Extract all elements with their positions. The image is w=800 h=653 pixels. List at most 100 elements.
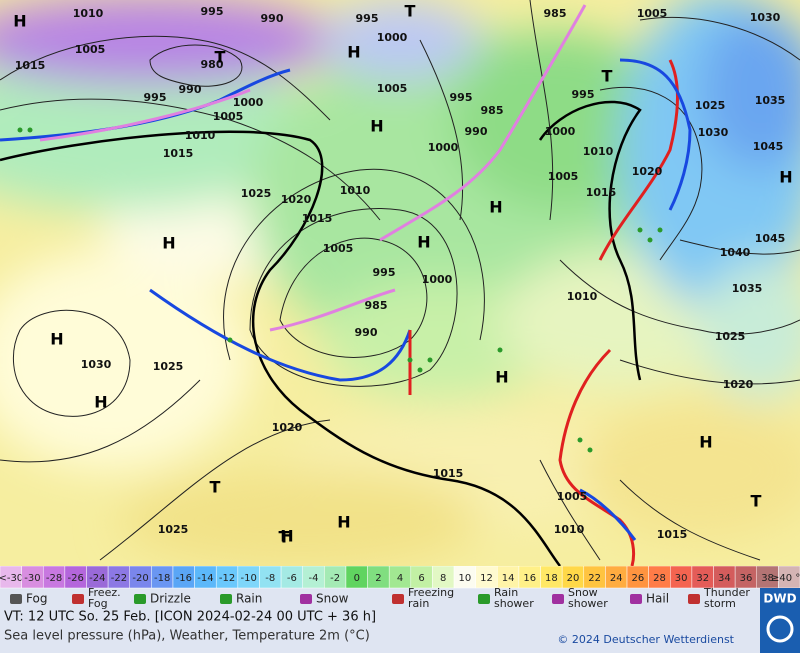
copyright: © 2024 Deutscher Wetterdienst [557, 633, 734, 646]
isobar-label: 1010 [583, 145, 614, 158]
isobar-label: 1020 [272, 421, 303, 434]
pressure-center: T [279, 528, 290, 547]
isobar-label: 1015 [586, 186, 617, 199]
temperature-label: 24 [610, 573, 623, 584]
isobar-label: 1015 [15, 59, 46, 72]
temperature-label: 8 [440, 573, 446, 584]
isobar-label: 1025 [241, 187, 272, 200]
temperature-label: 18 [545, 573, 558, 584]
temperature-label: 14 [502, 573, 515, 584]
temperature-label: -18 [154, 573, 170, 584]
isobar-label: 1040 [720, 246, 751, 259]
pressure-center: H [779, 168, 792, 187]
pressure-center: T [405, 2, 416, 21]
weather-label: shower [494, 597, 534, 610]
temperature-label: -26 [68, 573, 84, 584]
weather-icon [630, 594, 642, 604]
rain-symbols [17, 127, 663, 453]
pressure-center: H [280, 527, 293, 546]
weather-label: Thunder [703, 586, 750, 599]
valid-time: VT: 12 UTC So. 25 Feb. [ICON 2024-02-24 … [4, 610, 376, 625]
map-labels: 1010 995 990 995 985 1005 1030 1005 1015 980 1000 9… [13, 2, 792, 547]
temperature-label: ≥40 °C [771, 573, 800, 584]
description: Sea level pressure (hPa), Weather, Tempe… [4, 629, 370, 644]
isobar-label: 1035 [732, 282, 763, 295]
weather-label: Snow [568, 586, 598, 599]
weather-label: storm [704, 597, 736, 610]
temperature-label: 34 [718, 573, 731, 584]
pressure-center: H [370, 117, 383, 136]
pressure-center: H [699, 433, 712, 452]
pressure-center: H [13, 12, 26, 31]
weather-label: Fog [88, 597, 108, 610]
isobar-label: 985 [365, 299, 388, 312]
temperature-scale: <-30 -30 -28 -26 -24 -22 -20 -18 -16 -14 -12 -10 -8-… [0, 566, 800, 589]
isobar-label: 1030 [750, 11, 781, 24]
isobar-label: 980 [201, 58, 224, 71]
temperature-label: 20 [567, 573, 580, 584]
temperature-label: -16 [176, 573, 192, 584]
temperature-label: 26 [631, 573, 644, 584]
isobar-label: 1035 [755, 94, 786, 107]
temperature-label: 22 [588, 573, 601, 584]
pressure-center: H [337, 513, 350, 532]
temperature-label: 30 [675, 573, 688, 584]
isobar-label: 1025 [715, 330, 746, 343]
isobar-label: 1005 [213, 110, 244, 123]
isobar-label: 995 [356, 12, 379, 25]
weather-icon [72, 594, 84, 604]
pressure-center: H [162, 234, 175, 253]
pressure-center: H [489, 198, 502, 217]
weather-label: Rain [236, 592, 262, 606]
isobar-1015 [0, 100, 642, 566]
temperature-label: -14 [197, 573, 213, 584]
isobar-label: 1010 [567, 290, 598, 303]
pressure-center: H [50, 330, 63, 349]
temperature-label: 28 [653, 573, 666, 584]
isobar-label: 995 [450, 91, 473, 104]
logo-text: DWD [763, 592, 796, 606]
isobar-label: 995 [144, 91, 167, 104]
weather-icon [134, 594, 146, 604]
isobar-label: 990 [465, 125, 488, 138]
isobar-label: 1010 [73, 7, 104, 20]
isobar-label: 1020 [281, 193, 312, 206]
pressure-center: T [210, 478, 221, 497]
weather-icon [220, 594, 232, 604]
temperature-label: 0 [354, 573, 360, 584]
weather-icon [688, 594, 700, 604]
temperature-label: 2 [375, 573, 381, 584]
isobar-label: 1005 [377, 82, 408, 95]
isobar-label: 1010 [185, 129, 216, 142]
weather-legend: Fog Freez.Fog Drizzle Rain Snow FreezingrainR… [10, 586, 750, 610]
isobar-label: 990 [261, 12, 284, 25]
isobar-label: 1000 [545, 125, 576, 138]
temperature-label: -28 [46, 573, 62, 584]
temperature-label: -22 [111, 573, 127, 584]
weather-label: Fog [26, 592, 47, 606]
isobar-label: 1000 [377, 31, 408, 44]
weather-icon [300, 594, 312, 604]
isobar-label: 1045 [753, 140, 784, 153]
isobar-label: 995 [373, 266, 396, 279]
pressure-center: H [417, 233, 430, 252]
isobar-label: 985 [544, 7, 567, 20]
isobar-label: 1005 [557, 490, 588, 503]
isobar-label: 1005 [548, 170, 579, 183]
isobar-label: 1015 [433, 467, 464, 480]
temperature-label: 32 [696, 573, 709, 584]
temperature-label: -12 [219, 573, 235, 584]
weather-icon [552, 594, 564, 604]
temperature-label: -4 [309, 573, 319, 584]
isobar-label: 1030 [698, 126, 729, 139]
temperature-label: -20 [132, 573, 148, 584]
isobar-label: 990 [179, 83, 202, 96]
logo-swirl [766, 615, 794, 643]
weather-label: Freez. [88, 586, 121, 599]
isobar-label: 1010 [340, 184, 371, 197]
isobar-label: 1000 [428, 141, 459, 154]
pressure-center: H [495, 368, 508, 387]
weather-icon [478, 594, 490, 604]
isobar-label: 1015 [302, 212, 333, 225]
